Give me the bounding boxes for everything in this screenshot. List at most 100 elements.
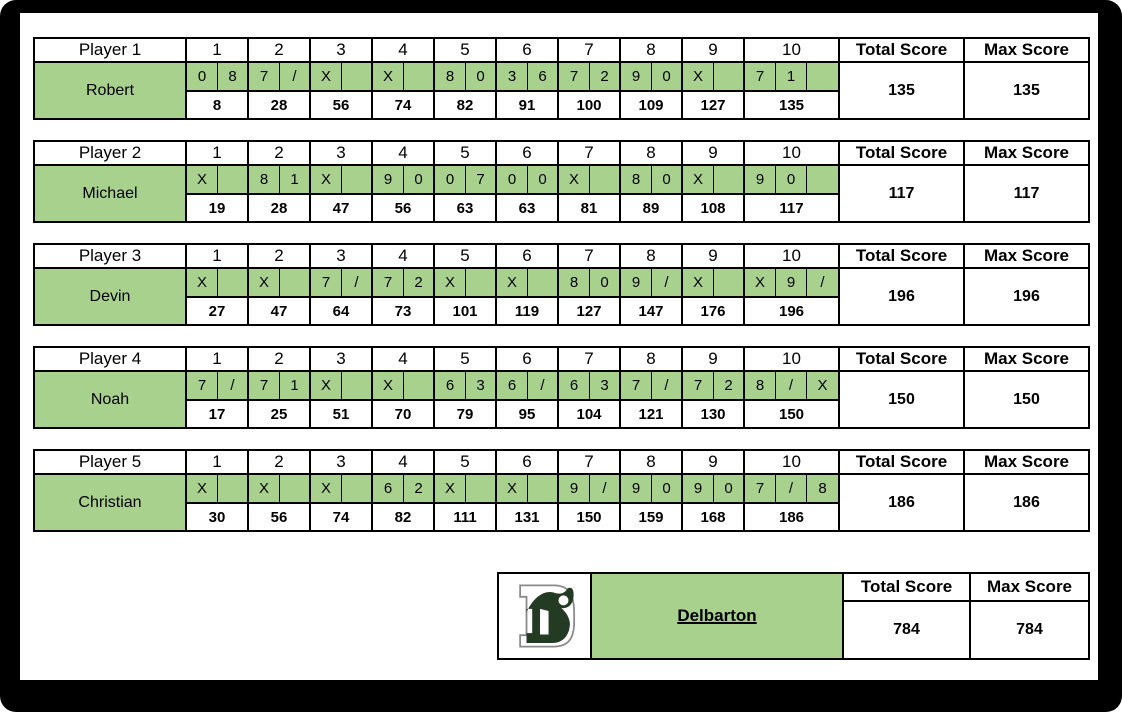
- throw-cell-frame9-ball2: [714, 63, 745, 90]
- throw-cell-frame4-ball2: 2: [404, 475, 435, 502]
- frame-1-cumulative-score: 30: [187, 504, 249, 530]
- total-score-value: 135: [838, 63, 963, 118]
- frame-8-cumulative-score: 121: [621, 401, 683, 427]
- team-total-score-value: 784: [893, 621, 920, 638]
- frame-6-cumulative-score: 91: [497, 92, 559, 118]
- frame-10-header: 10: [782, 349, 801, 368]
- frame-9-header: 9: [683, 142, 745, 164]
- total-score-value: 196: [838, 269, 963, 324]
- frame-1-cumulative-score: 19: [187, 195, 249, 221]
- throw-cell-frame6-ball2: [528, 269, 559, 296]
- frame-4-header: 4: [373, 142, 435, 164]
- total-score-value: 117: [838, 166, 963, 221]
- frame-5-cumulative-score: 63: [435, 195, 497, 221]
- throw-cell-frame6-ball1: X: [497, 475, 528, 502]
- throw-cell-frame3-ball1: X: [311, 166, 342, 193]
- frame-5-cumulative-score: 101: [435, 298, 497, 324]
- team-scorecard: Delbarton Total Score Max Score 784 784: [497, 572, 1090, 660]
- frame-number-headers: 1 2 3 4 5 6 7 8 9 10: [187, 451, 838, 475]
- throw-cell-frame3-ball2: [342, 372, 373, 399]
- throw-cell-frame2-ball2: /: [280, 63, 311, 90]
- throw-cell-frame1-ball2: [218, 475, 249, 502]
- throw-cell-frame5-ball1: 8: [435, 63, 466, 90]
- throw-cell-frame7-ball2: 3: [590, 372, 621, 399]
- frame-number-headers: 1 2 3 4 5 6 7 8 9 10: [187, 142, 838, 166]
- frame-9-header: 9: [683, 39, 745, 61]
- frame-3-header: 3: [311, 39, 373, 61]
- frame-7-cumulative-score: 100: [559, 92, 621, 118]
- frame-9-cumulative-score: 168: [683, 504, 745, 530]
- throw-cell-frame9-ball2: [714, 166, 745, 193]
- frame-2-cumulative-score: 28: [249, 92, 311, 118]
- frame-3-cumulative-score: 74: [311, 504, 373, 530]
- throw-cell-frame5-ball1: X: [435, 475, 466, 502]
- frame-8-header: 8: [621, 142, 683, 164]
- throw-cell-frame4-ball1: X: [373, 372, 404, 399]
- scorecard-sheet: Player 1 1 2 3 4 5 6 7 8 9 10 Total Score Max Score R…: [20, 13, 1098, 680]
- frame-6-cumulative-score: 131: [497, 504, 559, 530]
- throw-cell-frame2-ball2: [280, 475, 311, 502]
- player-scorecard-1: Player 1 1 2 3 4 5 6 7 8 9 10 Total Score Max Score R…: [33, 37, 1090, 120]
- throw-cell-frame7-ball1: 7: [559, 63, 590, 90]
- frame-6-cumulative-score: 95: [497, 401, 559, 427]
- throw-cell-frame9-ball1: X: [683, 166, 714, 193]
- max-score-value: 186: [963, 475, 1088, 530]
- frame-4-cumulative-score: 82: [373, 504, 435, 530]
- total-score-header: Total Score: [838, 451, 963, 475]
- throw-cell-frame2-ball1: 8: [249, 166, 280, 193]
- throw-cell-frame2-ball1: X: [249, 269, 280, 296]
- frame-3-cumulative-score: 47: [311, 195, 373, 221]
- frame-9-cumulative-score: 127: [683, 92, 745, 118]
- team-max-score-header: Max Score: [969, 574, 1088, 602]
- throw-cell-frame8-ball2: /: [652, 372, 683, 399]
- throws-row: X X X 6 2 X X 9/9 0 9 0 7/8: [187, 475, 838, 504]
- delbarton-d-logo-icon: [518, 584, 575, 648]
- frame-6-header: 6: [497, 142, 559, 164]
- total-score-header: Total Score: [838, 245, 963, 269]
- player-label: Player 5: [35, 451, 187, 475]
- total-score-header: Total Score: [838, 39, 963, 63]
- player-label: Player 1: [35, 39, 187, 63]
- frame-8-header: 8: [621, 245, 683, 267]
- throw-cell-frame4-ball1: 7: [373, 269, 404, 296]
- throw-cell-frame10-ball2: /: [776, 475, 807, 502]
- throw-cell-frame2-ball2: 1: [280, 372, 311, 399]
- scores-row: 17 25 51 70 79 95 104 121 130 150: [187, 401, 838, 427]
- frame-4-header: 4: [373, 451, 435, 473]
- throw-cell-frame8-ball2: 0: [652, 63, 683, 90]
- throw-cell-frame3-ball1: 7: [311, 269, 342, 296]
- max-score-header: Max Score: [963, 451, 1088, 475]
- throw-cell-frame10-ball1: 7: [745, 63, 776, 90]
- throw-cell-frame5-ball2: 0: [466, 63, 497, 90]
- delbarton-logo: [499, 574, 592, 658]
- frame-3-header: 3: [311, 142, 373, 164]
- throws-row: 0 8 7/X X 8 0 3 6 7 2 9 0 X 7 1: [187, 63, 838, 92]
- frame-10-cumulative-score: 135: [778, 96, 805, 114]
- throw-cell-frame4-ball2: 0: [404, 166, 435, 193]
- throw-cell-frame1-ball1: X: [187, 475, 218, 502]
- frame-1-header: 1: [187, 245, 249, 267]
- throw-cell-frame10-ball3: X: [807, 372, 838, 399]
- throw-cell-frame2-ball2: [280, 269, 311, 296]
- frame-8-cumulative-score: 147: [621, 298, 683, 324]
- team-total-score-header: Total Score: [844, 574, 969, 602]
- throw-cell-frame10-ball3: [807, 63, 838, 90]
- throw-cell-frame4-ball2: [404, 372, 435, 399]
- throw-cell-frame6-ball1: X: [497, 269, 528, 296]
- frame-10-cumulative-score: 117: [779, 199, 804, 217]
- player-scorecard-5: Player 5 1 2 3 4 5 6 7 8 9 10 Total Score Max Score C…: [33, 449, 1090, 532]
- frame-2-cumulative-score: 25: [249, 401, 311, 427]
- throw-cell-frame3-ball2: [342, 63, 373, 90]
- throw-cell-frame10-ball1: 9: [745, 166, 776, 193]
- player-name: Noah: [35, 372, 187, 427]
- frame-4-header: 4: [373, 39, 435, 61]
- frame-8-cumulative-score: 109: [621, 92, 683, 118]
- throw-cell-frame8-ball1: 9: [621, 475, 652, 502]
- throw-cell-frame6-ball1: 3: [497, 63, 528, 90]
- throw-cell-frame1-ball2: /: [218, 372, 249, 399]
- throw-cell-frame2-ball2: 1: [280, 166, 311, 193]
- max-score-value: 150: [963, 372, 1088, 427]
- frame-6-header: 6: [497, 451, 559, 473]
- frame-7-header: 7: [559, 348, 621, 370]
- frame-1-header: 1: [187, 451, 249, 473]
